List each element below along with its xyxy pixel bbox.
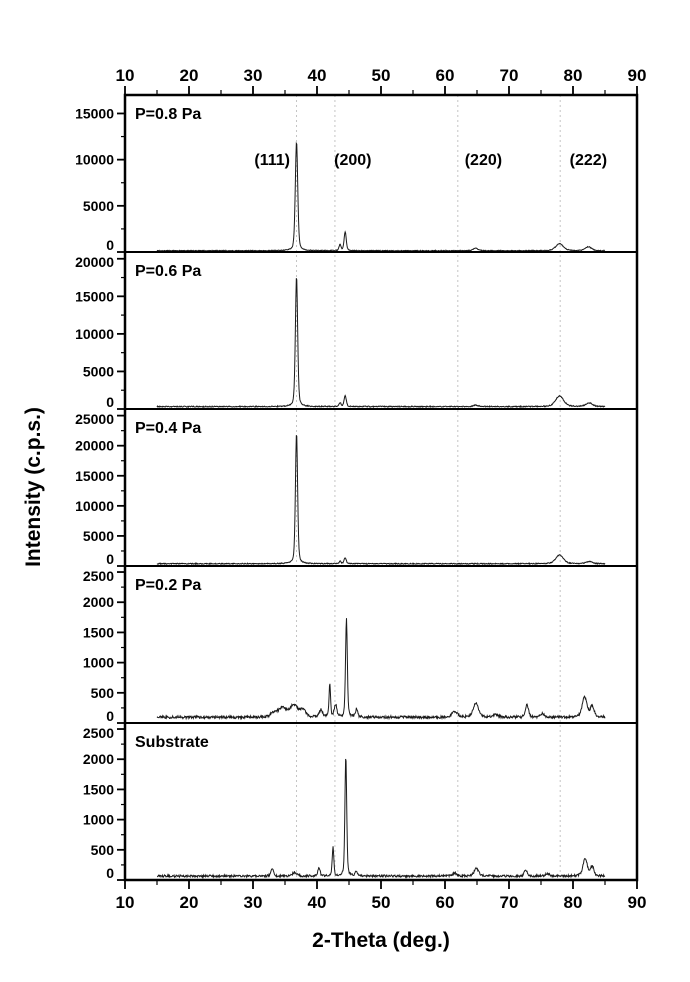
panel-label: P=0.2 Pa bbox=[135, 577, 201, 594]
y-tick-label: 500 bbox=[91, 842, 115, 858]
y-tick-label: 25000 bbox=[75, 411, 114, 427]
peak-annotation: (111) bbox=[254, 152, 290, 169]
y-tick-label: 500 bbox=[91, 685, 115, 701]
xrd-trace bbox=[156, 618, 606, 721]
y-tick-label: 10000 bbox=[75, 152, 114, 168]
y-tick-label: 1500 bbox=[83, 781, 114, 797]
panel-label: P=0.4 Pa bbox=[135, 420, 201, 437]
y-tick-label: 15000 bbox=[75, 105, 114, 121]
x-tick-label-top: 60 bbox=[436, 66, 455, 85]
x-tick-label-top: 10 bbox=[116, 66, 135, 85]
xrd-trace bbox=[156, 435, 606, 565]
x-tick-label-top: 70 bbox=[500, 66, 519, 85]
y-tick-label: 2000 bbox=[83, 594, 114, 610]
x-tick-label-top: 30 bbox=[244, 66, 263, 85]
y-tick-label: 0 bbox=[106, 865, 114, 881]
x-tick-label-bottom: 60 bbox=[436, 893, 455, 912]
x-tick-label-top: 50 bbox=[372, 66, 391, 85]
x-tick-label-bottom: 10 bbox=[116, 893, 135, 912]
y-tick-label: 0 bbox=[106, 237, 114, 253]
y-tick-label: 10000 bbox=[75, 498, 114, 514]
x-tick-label-top: 20 bbox=[180, 66, 199, 85]
y-tick-label: 15000 bbox=[75, 288, 114, 304]
y-tick-label: 0 bbox=[106, 708, 114, 724]
y-tick-label: 20000 bbox=[75, 438, 114, 454]
y-tick-label: 5000 bbox=[83, 528, 114, 544]
y-tick-label: 2500 bbox=[83, 568, 114, 584]
y-tick-label: 2000 bbox=[83, 751, 114, 767]
y-tick-label: 0 bbox=[106, 394, 114, 410]
y-tick-label: 2500 bbox=[83, 725, 114, 741]
peak-annotation: (220) bbox=[465, 152, 502, 169]
y-tick-label: 5000 bbox=[83, 198, 114, 214]
y-tick-label: 1000 bbox=[83, 655, 114, 671]
xrd-trace bbox=[156, 141, 606, 251]
y-tick-label: 10000 bbox=[75, 326, 114, 342]
x-tick-label-bottom: 20 bbox=[180, 893, 199, 912]
panel-label: P=0.6 Pa bbox=[135, 263, 201, 280]
x-tick-label-top: 80 bbox=[564, 66, 583, 85]
y-tick-label: 1000 bbox=[83, 812, 114, 828]
y-tick-label: 1500 bbox=[83, 624, 114, 640]
x-tick-label-top: 40 bbox=[308, 66, 327, 85]
panel-label: Substrate bbox=[135, 734, 209, 751]
x-tick-label-bottom: 30 bbox=[244, 893, 263, 912]
x-tick-label-top: 90 bbox=[628, 66, 647, 85]
xrd-trace bbox=[156, 278, 606, 408]
y-tick-label: 5000 bbox=[83, 363, 114, 379]
x-tick-label-bottom: 70 bbox=[500, 893, 519, 912]
y-tick-label: 20000 bbox=[75, 254, 114, 270]
x-axis-title: 2-Theta (deg.) bbox=[312, 929, 450, 952]
peak-annotation: (222) bbox=[570, 152, 607, 169]
x-tick-label-bottom: 90 bbox=[628, 893, 647, 912]
x-tick-label-bottom: 50 bbox=[372, 893, 391, 912]
peak-annotation: (200) bbox=[334, 152, 371, 169]
y-axis-title: Intensity (c.p.s.) bbox=[22, 407, 45, 567]
plot-frame bbox=[123, 93, 639, 882]
y-tick-label: 15000 bbox=[75, 468, 114, 484]
x-tick-label-bottom: 80 bbox=[564, 893, 583, 912]
x-tick-label-bottom: 40 bbox=[308, 893, 327, 912]
y-tick-label: 0 bbox=[106, 551, 114, 567]
xrd-trace bbox=[156, 758, 606, 879]
panel-label: P=0.8 Pa bbox=[135, 106, 201, 123]
